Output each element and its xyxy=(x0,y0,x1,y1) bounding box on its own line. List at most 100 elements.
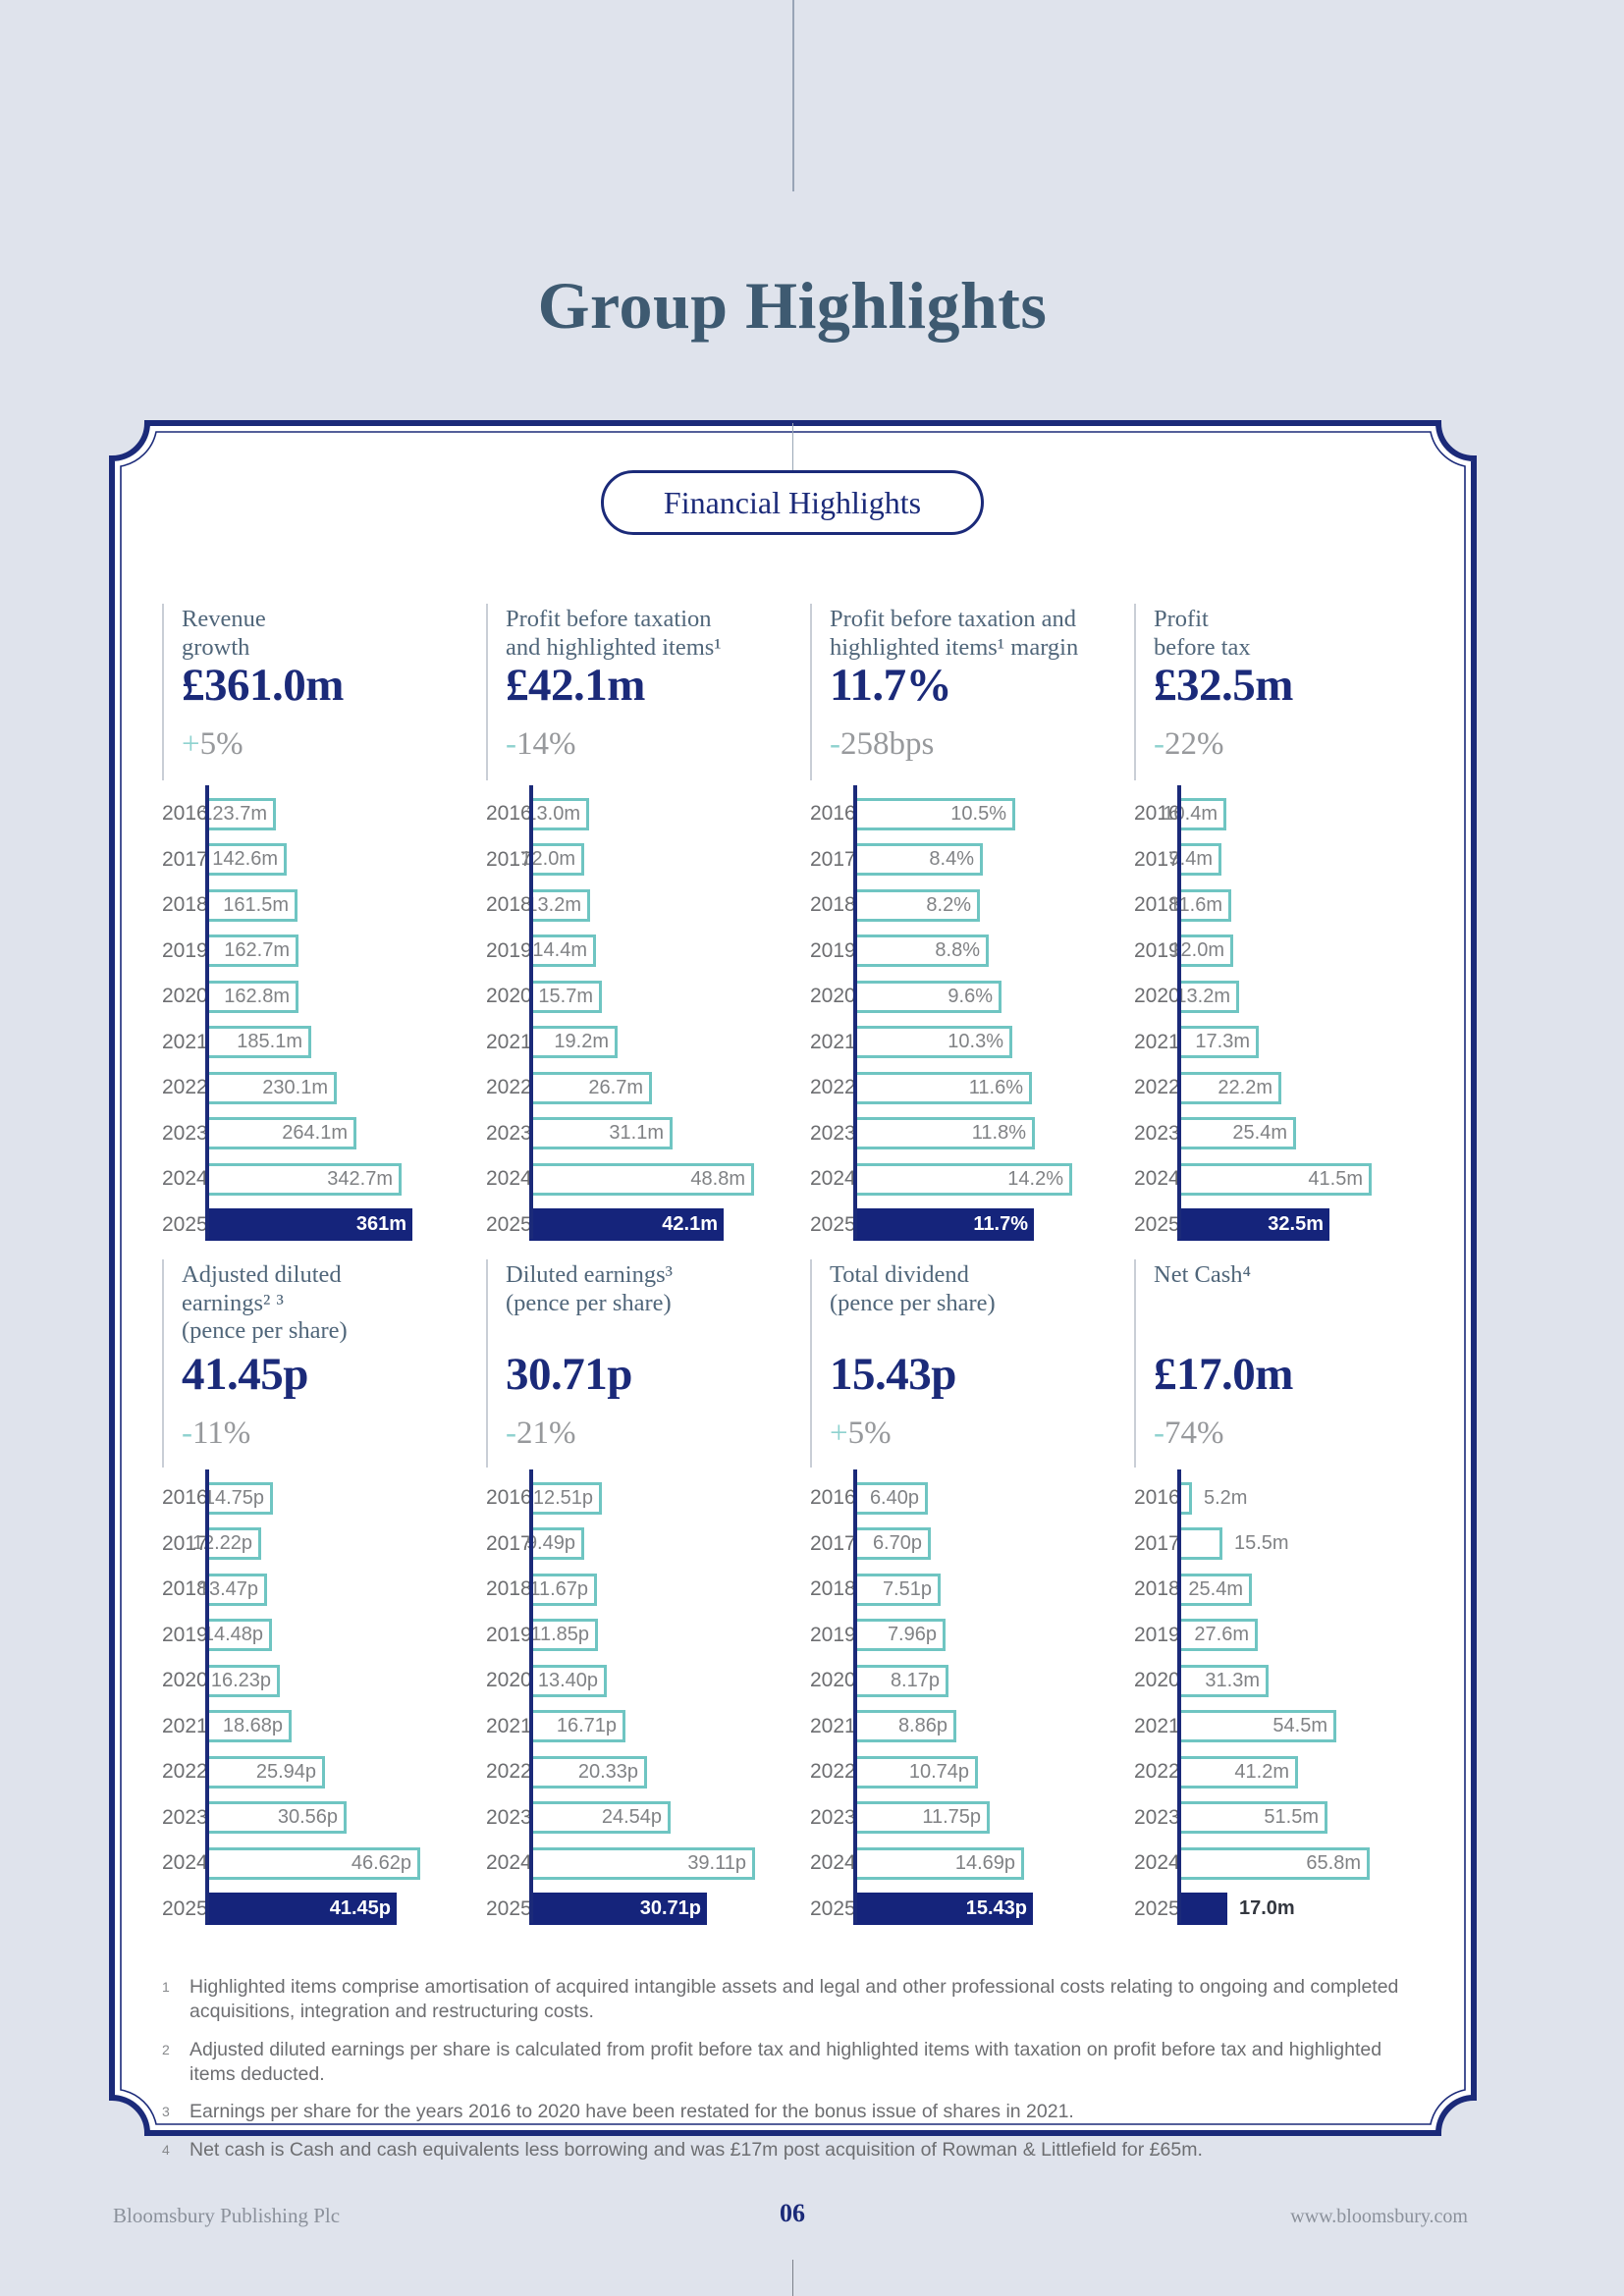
chart-bar: 30.56p xyxy=(205,1801,347,1835)
chart-bar-row: 2022 10.74p xyxy=(810,1749,1134,1795)
chart-year-label: 2025 xyxy=(486,1896,532,1920)
chart-bar-wrap: 14.4m xyxy=(529,934,596,968)
chart-bar-wrap: 54.5m xyxy=(1177,1710,1336,1743)
footer-website-link[interactable]: www.bloomsbury.com xyxy=(1290,2206,1468,2227)
chart-bar-row: 2024 14.69p xyxy=(810,1841,1134,1887)
chart-bar: 24.54p xyxy=(529,1801,671,1835)
chart-year-label: 2023 xyxy=(162,1805,208,1829)
chart-bar-row: 2024 41.5m xyxy=(1134,1156,1458,1202)
chart-bar: 54.5m xyxy=(1177,1710,1336,1743)
chart-bar-wrap: 16.23p xyxy=(205,1664,280,1697)
metric-label: Net Cash⁴ xyxy=(1154,1261,1252,1288)
chart-year-label: 2021 xyxy=(162,1714,208,1737)
chart-bar: 25.4m xyxy=(1177,1117,1296,1150)
chart-bar: 41.2m xyxy=(1177,1755,1298,1789)
chart-bar: 11.6% xyxy=(853,1071,1032,1104)
chart-bar-row: 2016 123.7m xyxy=(162,791,486,837)
chart-bar-row: 2021 10.3% xyxy=(810,1020,1134,1066)
chart-bar-row: 2019 7.96p xyxy=(810,1613,1134,1659)
chart-bar: 26.7m xyxy=(529,1071,652,1104)
chart-bar: 264.1m xyxy=(205,1117,356,1150)
page-title: Group Highlights xyxy=(537,267,1048,343)
chart-bar: 48.8m xyxy=(529,1162,754,1196)
chart-year-label: 2020 xyxy=(1134,1669,1180,1692)
metric-label: Profit before taxation and highlighted it… xyxy=(830,606,1079,661)
chart-year-label: 2025 xyxy=(162,1896,208,1920)
chart-year-label: 2019 xyxy=(810,938,856,962)
chart-year-label: 2016 xyxy=(810,802,856,826)
chart-bar-wrap: 6.70p xyxy=(853,1527,931,1561)
chart-bar-row: 2016 14.75p xyxy=(162,1475,486,1522)
chart-bar-wrap: 8.4% xyxy=(853,843,983,877)
chart-bar-row: 2017 9.4m xyxy=(1134,837,1458,883)
chart-bar: 41.5m xyxy=(1177,1162,1372,1196)
chart-year-label: 2017 xyxy=(162,1531,208,1555)
chart-bar: 12.51p xyxy=(529,1481,602,1515)
chart-bar-row: 2025 30.71p xyxy=(486,1887,810,1933)
chart-year-label: 2025 xyxy=(1134,1212,1180,1236)
chart-bar-row: 2022 11.6% xyxy=(810,1065,1134,1111)
chart-bar: 10.4m xyxy=(1163,797,1226,830)
chart-bar-row: 2024 65.8m xyxy=(1134,1841,1458,1887)
chart-year-label: 2022 xyxy=(1134,1760,1180,1784)
chart-bar-row: 2019 12.0m xyxy=(1134,929,1458,975)
chart-bar-wrap: 123.7m xyxy=(201,797,276,830)
chart-year-label: 2023 xyxy=(162,1121,208,1145)
footnotes: 1 Highlighted items comprise amortisation… xyxy=(162,1975,1419,2175)
chart-bar-wrap: 25.94p xyxy=(205,1755,325,1789)
chart-bar-wrap: 31.3m xyxy=(1177,1664,1269,1697)
chart-bar: 41.45p xyxy=(205,1893,397,1926)
metric-header-profit-before-tax-highlighted: Profit before taxation and highlighted it… xyxy=(486,604,796,780)
chart-year-label: 2020 xyxy=(1134,985,1180,1008)
chart-year-label: 2017 xyxy=(810,847,856,871)
chart-bar-row: 2017 8.4% xyxy=(810,837,1134,883)
chart-year-label: 2021 xyxy=(810,1030,856,1053)
chart-year-label: 2016 xyxy=(1134,802,1180,826)
chart-bar: 25.94p xyxy=(205,1755,325,1789)
chart-bar: 11.67p xyxy=(529,1573,597,1606)
chart-year-label: 2016 xyxy=(162,802,208,826)
chart-bar-wrap: 14.2% xyxy=(853,1162,1072,1196)
metric-change-sign: + xyxy=(182,725,200,762)
chart-bar: 12.22p xyxy=(192,1527,261,1561)
chart-year-label: 2023 xyxy=(486,1121,532,1145)
chart-bar: 185.1m xyxy=(205,1026,311,1059)
metric-change-amount: 14% xyxy=(516,725,576,762)
chart-axis xyxy=(205,1469,209,1923)
metric-header-profit-before-tax: Profit before tax £32.5m -22% xyxy=(1134,604,1444,780)
chart-bar-row: 2016 12.51p xyxy=(486,1475,810,1522)
chart-bar: 27.6m xyxy=(1177,1619,1258,1652)
chart-bar-wrap: 12.51p xyxy=(529,1481,602,1515)
chart-year-label: 2025 xyxy=(810,1896,856,1920)
footnote-text: Highlighted items comprise amortisation … xyxy=(189,1976,1399,2023)
chart-axis xyxy=(205,785,209,1239)
chart-year-label: 2023 xyxy=(1134,1805,1180,1829)
chart-bar-row: 2025 361m xyxy=(162,1202,486,1249)
metric-change-sign: - xyxy=(830,725,840,762)
chart-year-label: 2025 xyxy=(810,1212,856,1236)
chart-bar: 162.7m xyxy=(205,934,298,968)
chart-bar-wrap: 162.7m xyxy=(205,934,298,968)
chart-bar-row: 2019 27.6m xyxy=(1134,1613,1458,1659)
chart-bar: 8.17p xyxy=(853,1664,948,1697)
chart-bar-wrap: 18.68p xyxy=(205,1710,292,1743)
metric-change: +5% xyxy=(830,1415,1120,1452)
chart-bar: 13.40p xyxy=(529,1664,607,1697)
metric-change-sign: - xyxy=(506,725,516,762)
chart-bar-row: 2025 17.0m xyxy=(1134,1887,1458,1933)
chart-bar-wrap: 14.75p xyxy=(204,1481,273,1515)
chart-year-label: 2016 xyxy=(486,802,532,826)
chart-bar-row: 2023 25.4m xyxy=(1134,1111,1458,1157)
chart-year-label: 2024 xyxy=(810,1167,856,1191)
chart-bar-wrap: 15.5m xyxy=(1177,1527,1289,1561)
chart-axis xyxy=(853,1469,857,1923)
chart-bar-row: 2019 162.7m xyxy=(162,929,486,975)
chart-bar-wrap: 22.2m xyxy=(1177,1071,1281,1104)
chart-bar: 13.0m xyxy=(525,797,589,830)
footnote-number: 3 xyxy=(162,2104,170,2120)
metric-header-net-cash: Net Cash⁴ £17.0m -74% xyxy=(1134,1259,1444,1468)
chart-year-label: 2016 xyxy=(1134,1486,1180,1510)
chart-year-label: 2022 xyxy=(162,1760,208,1784)
chart-bar-row: 2020 162.8m xyxy=(162,974,486,1020)
chart-bar-wrap: 39.11p xyxy=(529,1846,755,1880)
